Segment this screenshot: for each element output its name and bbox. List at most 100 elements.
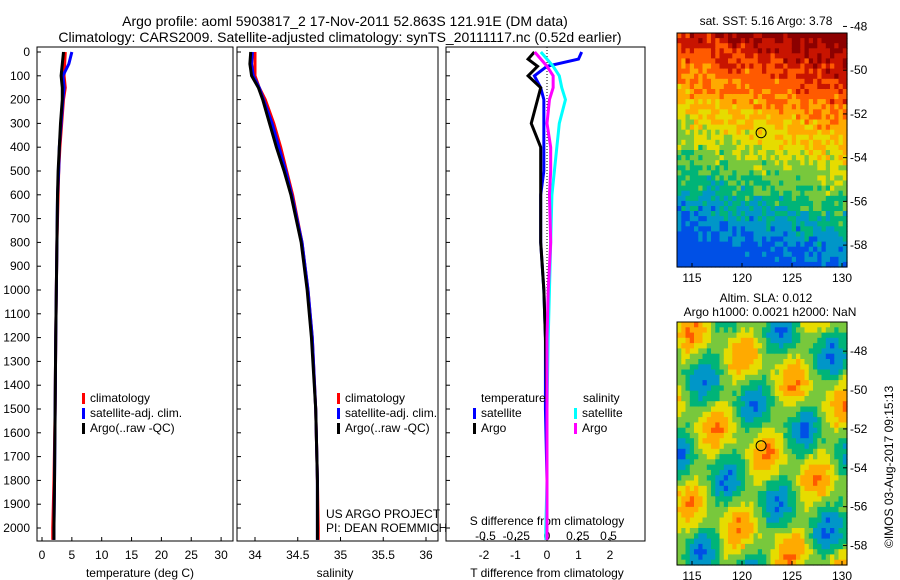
map-cell bbox=[749, 68, 755, 75]
map-cell bbox=[787, 129, 793, 136]
map-cell bbox=[677, 155, 682, 161]
map-cell bbox=[719, 261, 725, 268]
map-cell bbox=[698, 150, 704, 156]
map-cell bbox=[813, 528, 818, 534]
map-cell bbox=[779, 165, 784, 171]
map-cell bbox=[689, 165, 695, 171]
map-cell bbox=[796, 180, 801, 187]
map-cell bbox=[779, 459, 784, 466]
map-cell bbox=[762, 538, 767, 545]
map-cell bbox=[808, 464, 814, 471]
map-cell bbox=[813, 114, 818, 121]
map-cell bbox=[787, 251, 793, 258]
map-cell bbox=[762, 119, 767, 126]
map-cell bbox=[757, 501, 763, 508]
map-cell bbox=[779, 155, 784, 161]
map-cell bbox=[808, 485, 814, 492]
map-cell bbox=[681, 33, 687, 39]
map-cell bbox=[808, 114, 814, 121]
map-cell bbox=[745, 200, 750, 207]
map-cell bbox=[783, 327, 789, 334]
map-cell bbox=[830, 406, 835, 413]
map-cell bbox=[689, 464, 695, 471]
map-cell bbox=[830, 427, 835, 434]
map-cell bbox=[783, 554, 789, 561]
map-cell bbox=[753, 124, 759, 131]
map-cell bbox=[813, 63, 818, 70]
map-cell bbox=[719, 369, 725, 376]
map-cell bbox=[808, 432, 814, 439]
map-cell bbox=[719, 485, 725, 492]
map-cell bbox=[817, 251, 823, 258]
map-cell bbox=[711, 491, 716, 497]
map-cell bbox=[689, 89, 695, 95]
map-y-tick-label: -48 bbox=[850, 344, 868, 358]
map-cell bbox=[842, 554, 848, 561]
map-cell bbox=[728, 538, 733, 545]
map-cell bbox=[753, 491, 759, 497]
map-cell bbox=[711, 58, 716, 65]
map-cell bbox=[736, 543, 742, 550]
map-cell bbox=[783, 144, 789, 151]
map-cell bbox=[728, 443, 733, 450]
map-cell bbox=[685, 401, 691, 408]
map-cell bbox=[723, 236, 729, 243]
map-cell bbox=[800, 343, 806, 349]
map-cell bbox=[808, 170, 814, 176]
map-cell bbox=[766, 396, 772, 402]
map-cell bbox=[719, 411, 725, 418]
map-cell bbox=[813, 129, 818, 136]
legend-swatch bbox=[82, 393, 85, 404]
map-cell bbox=[808, 175, 814, 182]
map-cell bbox=[706, 554, 712, 561]
map-cell bbox=[796, 454, 801, 460]
map-cell bbox=[728, 43, 733, 49]
map-cell bbox=[711, 559, 716, 566]
map-cell bbox=[834, 226, 840, 232]
map-cell bbox=[804, 549, 810, 556]
map-cell bbox=[706, 443, 712, 450]
map-cell bbox=[804, 129, 810, 136]
map-cell bbox=[830, 99, 835, 105]
map-cell bbox=[813, 432, 818, 439]
map-cell bbox=[808, 33, 814, 39]
map-cell bbox=[783, 216, 789, 222]
map-cell bbox=[753, 155, 759, 161]
map-cell bbox=[677, 246, 682, 253]
map-x-tick-label: 115 bbox=[682, 569, 701, 580]
map-cell bbox=[779, 475, 784, 482]
map-cell bbox=[694, 94, 699, 100]
map-cell bbox=[804, 512, 810, 519]
map-cell bbox=[681, 195, 687, 202]
map-cell bbox=[698, 216, 704, 222]
map-cell bbox=[685, 406, 691, 413]
map-cell bbox=[711, 380, 716, 386]
map-cell bbox=[740, 63, 746, 70]
map-cell bbox=[808, 129, 814, 136]
map-cell bbox=[804, 99, 810, 105]
map-cell bbox=[817, 144, 823, 151]
map-cell bbox=[706, 53, 712, 59]
map-cell bbox=[702, 411, 708, 418]
legend-swatch bbox=[82, 423, 85, 434]
map-cell bbox=[749, 251, 755, 258]
map-cell bbox=[796, 448, 801, 455]
map-cell bbox=[685, 533, 691, 540]
map-cell bbox=[749, 94, 755, 100]
map-cell bbox=[783, 322, 789, 328]
map-cell bbox=[808, 475, 814, 482]
map-cell bbox=[813, 99, 818, 105]
map-cell bbox=[689, 332, 695, 339]
map-cell bbox=[706, 190, 712, 197]
map-cell bbox=[685, 211, 691, 217]
map-cell bbox=[681, 348, 687, 355]
map-cell bbox=[830, 129, 835, 136]
map-cell bbox=[842, 58, 848, 65]
map-cell bbox=[706, 332, 712, 339]
map-cell bbox=[753, 448, 759, 455]
map-cell bbox=[766, 256, 772, 263]
map-cell bbox=[711, 533, 716, 540]
map-cell bbox=[834, 246, 840, 253]
map-cell bbox=[711, 327, 716, 334]
map-cell bbox=[749, 124, 755, 131]
